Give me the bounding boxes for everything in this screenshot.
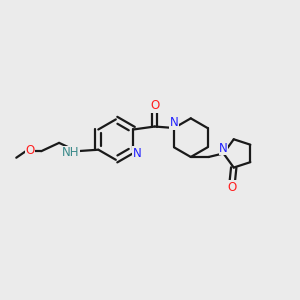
Text: NH: NH bbox=[61, 146, 79, 159]
Text: O: O bbox=[150, 99, 159, 112]
Text: O: O bbox=[26, 144, 35, 157]
Text: N: N bbox=[133, 147, 141, 160]
Text: N: N bbox=[170, 116, 178, 129]
Text: N: N bbox=[219, 142, 228, 154]
Text: O: O bbox=[228, 181, 237, 194]
